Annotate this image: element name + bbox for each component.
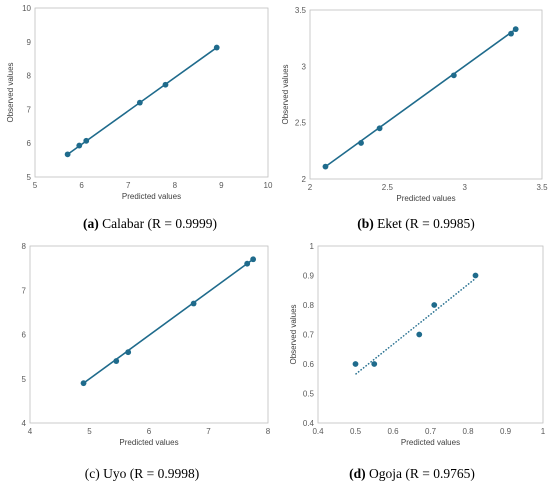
y-tick-label-eket: 2: [302, 175, 307, 184]
y-tick-label-uyo: 6: [22, 331, 27, 340]
x-tick-label-uyo: 8: [266, 427, 271, 436]
x-axis-title-uyo: Predicted values: [119, 438, 178, 447]
data-point-eket: [450, 72, 457, 79]
y-tick-label-ogoja: 0.8: [303, 301, 315, 310]
data-point-uyo: [244, 260, 251, 267]
x-tick-label-ogoja: 0.4: [312, 427, 324, 436]
data-point-uyo: [113, 358, 120, 364]
data-point-calabar: [162, 81, 169, 88]
panel-uyo: 4 5 6 7 8 4 5 6 7 8 Predicted values: [22, 242, 271, 447]
data-point-uyo: [125, 349, 132, 356]
x-tick-label-uyo: 6: [147, 427, 152, 436]
data-point-uyo: [190, 300, 197, 307]
y-tick-label-uyo: 5: [22, 375, 27, 384]
y-tick-label-calabar: 7: [27, 105, 32, 114]
y-tick-label-ogoja: 0.4: [303, 419, 315, 428]
x-tick-label-calabar: 9: [219, 181, 224, 190]
y-tick-label-ogoja: 1: [310, 242, 315, 251]
plot-frame-uyo: [29, 245, 269, 424]
y-tick-label-calabar: 10: [22, 4, 31, 13]
data-point-ogoja: [371, 361, 378, 367]
y-tick-label-calabar: 6: [27, 139, 32, 148]
y-tick-label-ogoja: 0.6: [303, 360, 315, 369]
y-axis-title-calabar: Observed values: [6, 62, 15, 122]
plot-frame-ogoja: [317, 245, 544, 424]
x-tick-label-eket: 3: [462, 183, 467, 192]
panel-ogoja: 0.4 0.5 0.6 0.7 0.8 0.9 1 0.4 0.5 0.6 0.7 0.8 0.9 1 Pr…: [289, 242, 546, 447]
y-tick-label-calabar: 9: [27, 38, 32, 47]
data-point-calabar: [64, 151, 71, 158]
data-point-ogoja: [416, 331, 423, 338]
trend-line-ogoja: [355, 277, 476, 375]
x-tick-label-ogoja: 0.9: [500, 427, 512, 436]
x-tick-label-calabar: 10: [264, 181, 273, 190]
x-tick-label-calabar: 5: [33, 181, 38, 190]
y-tick-label-ogoja: 0.5: [303, 390, 315, 399]
y-tick-label-ogoja: 0.9: [303, 272, 315, 281]
y-axis-title-ogoja: Observed values: [289, 304, 298, 364]
x-tick-label-eket: 2: [308, 183, 313, 192]
data-point-ogoja: [352, 361, 359, 367]
data-point-calabar: [213, 44, 220, 51]
caption-uyo: (c) Uyo (R = 0.9998): [85, 466, 199, 481]
data-point-uyo: [250, 256, 257, 263]
data-point-eket: [358, 140, 364, 146]
x-tick-label-uyo: 4: [28, 427, 33, 436]
data-point-eket: [322, 163, 329, 170]
plot-frame-calabar: [34, 7, 269, 178]
y-tick-label-eket: 3.5: [295, 6, 307, 15]
plot-frame-eket: [309, 9, 543, 180]
y-tick-label-ogoja: 0.7: [303, 331, 315, 340]
y-tick-label-uyo: 7: [22, 286, 27, 295]
data-point-calabar: [136, 99, 143, 106]
y-axis-title-eket: Observed values: [281, 64, 290, 124]
y-tick-label-eket: 2.5: [295, 119, 307, 128]
x-tick-label-ogoja: 0.6: [387, 427, 399, 436]
caption-ogoja: (d) Ogoja (R = 0.9765): [349, 466, 475, 481]
caption-calabar: (a) Calabar (R = 0.9999): [83, 216, 217, 231]
trend-line-eket: [324, 28, 517, 168]
data-point-eket: [508, 30, 514, 37]
x-axis-title-calabar: Predicted values: [122, 192, 181, 201]
x-tick-label-ogoja: 0.8: [462, 427, 474, 436]
trend-line-uyo: [83, 258, 254, 384]
data-point-ogoja: [472, 272, 479, 279]
y-tick-label-calabar: 5: [27, 173, 32, 182]
x-tick-label-ogoja: 0.7: [425, 427, 437, 436]
x-tick-label-calabar: 6: [79, 181, 84, 190]
x-tick-label-ogoja: 1: [541, 427, 546, 436]
x-tick-label-ogoja: 0.5: [350, 427, 362, 436]
x-axis-title-ogoja: Predicted values: [401, 438, 460, 447]
caption-eket: (b) Eket (R = 0.9985): [357, 216, 474, 231]
data-point-eket: [512, 26, 519, 33]
x-axis-title-eket: Predicted values: [396, 194, 455, 203]
x-tick-label-uyo: 5: [87, 427, 92, 436]
x-tick-label-eket: 3.5: [536, 183, 548, 192]
panel-eket: 2 2.5 3 3.5 2 2.5 3 3.5 Predicted values Observed…: [281, 6, 548, 203]
data-point-calabar: [76, 142, 83, 149]
x-tick-label-uyo: 7: [206, 427, 211, 436]
x-tick-label-eket: 2.5: [382, 183, 394, 192]
data-point-ogoja: [431, 302, 438, 308]
y-tick-label-calabar: 8: [27, 72, 32, 81]
y-tick-label-eket: 3: [302, 62, 307, 71]
y-tick-label-uyo: 4: [22, 419, 27, 428]
y-tick-label-uyo: 8: [22, 242, 27, 251]
x-tick-label-calabar: 8: [173, 181, 178, 190]
panel-calabar: 5 6 7 8 9 10 5 6 7 8 9 10 Predicted values Observed v…: [6, 4, 273, 201]
data-point-calabar: [83, 137, 90, 144]
x-tick-label-calabar: 7: [126, 181, 131, 190]
data-point-eket: [376, 125, 383, 132]
data-point-uyo: [80, 380, 87, 387]
